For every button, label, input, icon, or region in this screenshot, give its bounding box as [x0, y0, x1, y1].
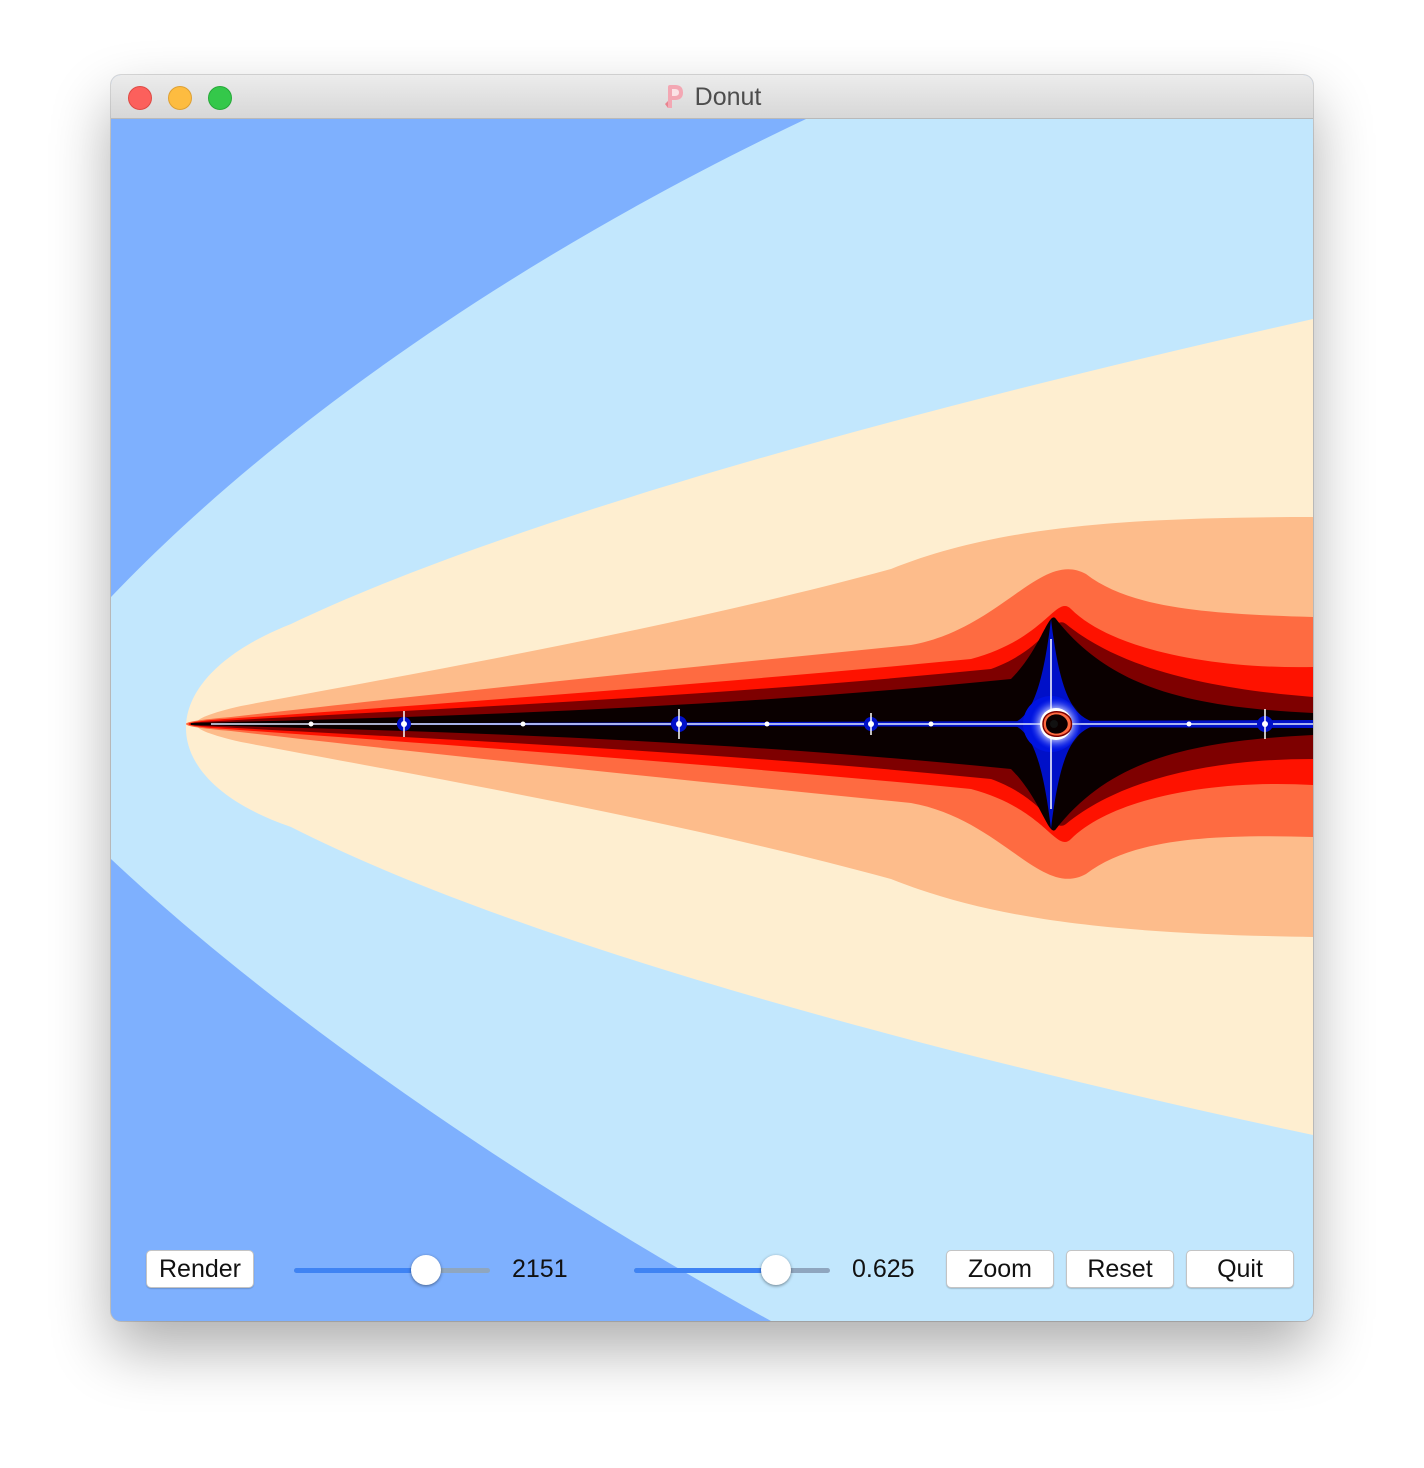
title-group: Donut — [111, 75, 1313, 119]
iterations-slider[interactable] — [294, 1253, 490, 1287]
app-window: Donut — [111, 75, 1313, 1321]
iterations-slider-knob[interactable] — [411, 1255, 442, 1285]
fractal-image — [111, 119, 1313, 1321]
minimize-button[interactable] — [168, 86, 192, 110]
minor-nodes — [308, 709, 1273, 739]
scale-slider-knob[interactable] — [761, 1255, 792, 1285]
zoom-button[interactable]: Zoom — [946, 1250, 1054, 1288]
window-title: Donut — [694, 82, 762, 111]
close-button[interactable] — [128, 86, 152, 110]
scale-slider-fill — [634, 1268, 777, 1273]
iterations-slider-fill — [294, 1268, 427, 1273]
reset-button[interactable]: Reset — [1066, 1250, 1174, 1288]
render-button[interactable]: Render — [146, 1250, 254, 1288]
iterations-value: 2151 — [512, 1255, 568, 1283]
minibrot — [1030, 698, 1082, 750]
title-bar[interactable]: Donut — [111, 75, 1313, 119]
control-bar: Render 2151 0.625 Zoom Reset Quit — [111, 1236, 1313, 1306]
scale-value: 0.625 — [852, 1255, 915, 1283]
app-icon — [664, 85, 683, 108]
fractal-canvas[interactable] — [111, 119, 1313, 1321]
scale-slider[interactable] — [634, 1253, 830, 1287]
quit-button[interactable]: Quit — [1186, 1250, 1294, 1288]
maximize-button[interactable] — [208, 86, 232, 110]
